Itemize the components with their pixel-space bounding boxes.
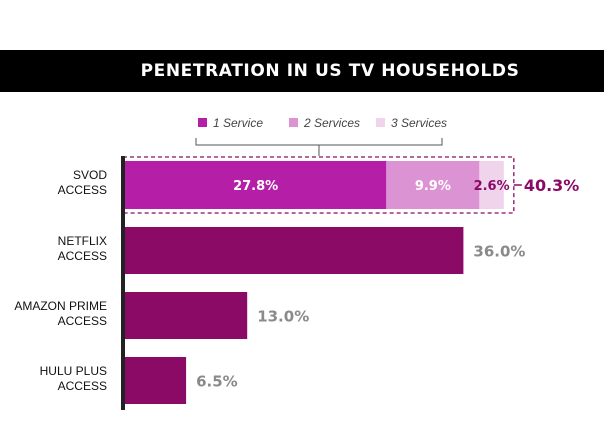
legend-label-3: 3 Services (391, 116, 447, 130)
bar-value-label-3: 6.5% (196, 373, 238, 391)
chart-title-bar: PENETRATION IN US TV HOUSEHOLDS (0, 50, 604, 92)
bar-3 (125, 357, 187, 404)
legend-label-2: 2 Services (303, 116, 360, 130)
svod-segment-3 (479, 161, 504, 209)
bar-value-label-1: 36.0% (473, 243, 525, 261)
legend-swatch-3 (376, 118, 385, 127)
svod-segment-label-1: 27.8% (233, 179, 278, 194)
legend-bracket (195, 138, 443, 156)
legend-swatch-1 (198, 118, 207, 127)
svod-total-label: 40.3% (524, 176, 580, 195)
category-label-2: AMAZON PRIME ACCESS (14, 299, 107, 328)
legend-label-1: 1 Service (213, 116, 263, 130)
chart-title: PENETRATION IN US TV HOUSEHOLDS (140, 61, 520, 81)
category-label-svod: SVOD ACCESS (58, 168, 108, 197)
bar-2 (125, 292, 248, 339)
category-label-1: NETFLIX ACCESS (58, 234, 107, 263)
svod-segment-1 (125, 161, 387, 209)
svod-segment-label-2: 9.9% (415, 179, 451, 194)
bar-1 (125, 227, 464, 274)
svod-segment-2 (386, 161, 480, 209)
legend-swatch-2 (289, 118, 298, 127)
category-label-3: HULU PLUS ACCESS (40, 364, 107, 393)
bar-value-label-2: 13.0% (257, 308, 309, 326)
svod-segment-label-3: 2.6% (474, 179, 510, 194)
